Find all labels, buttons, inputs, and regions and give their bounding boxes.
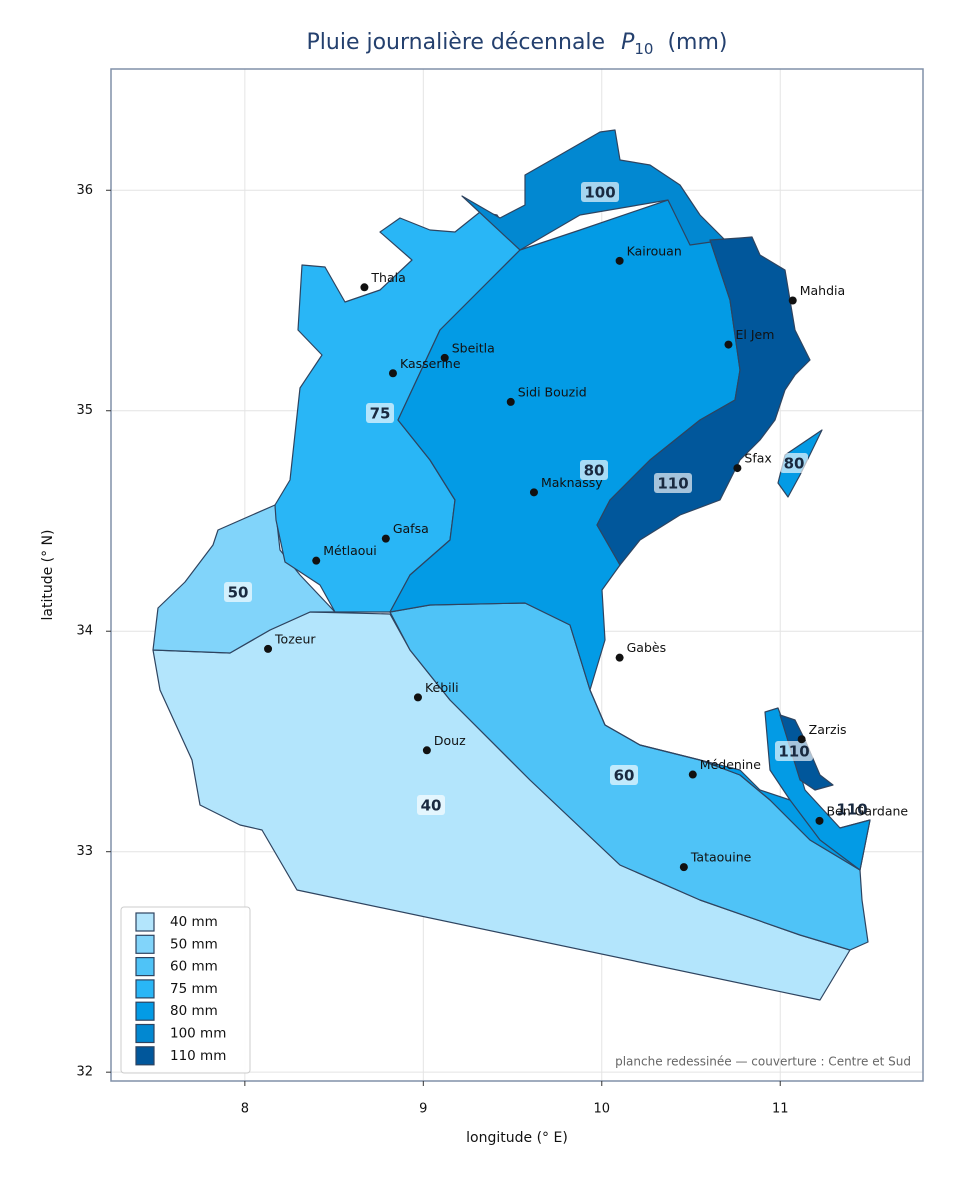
y-tick-label: 34 <box>76 624 93 639</box>
city-label: Sidi Bouzid <box>518 384 587 399</box>
legend-swatch <box>135 912 155 932</box>
y-tick-label: 33 <box>76 844 93 859</box>
title: Pluie journalière décennale P10 (mm) <box>307 30 728 58</box>
zone-label: 80 <box>584 462 605 480</box>
city-label: Ben Gardane <box>826 803 908 818</box>
x-axis-label: longitude (° E) <box>466 1130 568 1146</box>
frame <box>110 68 924 1082</box>
city-label: Kasserine <box>400 356 461 371</box>
zone-label-bg <box>580 460 608 480</box>
city-label: Douz <box>434 733 466 748</box>
zone-label: 110 <box>778 743 809 761</box>
axes: 8 9 10 11 32 33 34 35 36 <box>76 183 788 1117</box>
city-marker <box>422 746 431 755</box>
y-tick-label: 36 <box>76 183 93 198</box>
city-marker <box>724 340 733 349</box>
city-label: Tataouine <box>690 850 752 865</box>
city-label: Médenine <box>700 757 761 772</box>
city-marker <box>381 534 390 543</box>
x-tick-label: 10 <box>593 1102 610 1117</box>
zone-label: 110 <box>657 475 688 493</box>
zone-label: 110 <box>836 801 867 819</box>
x-tick-label: 9 <box>419 1102 427 1117</box>
city-marker <box>440 353 449 362</box>
y-tick-label: 32 <box>76 1065 93 1080</box>
zone-label: 60 <box>614 767 635 785</box>
zone-label-bg <box>775 741 813 761</box>
zone-labels: 100 75 80 110 80 50 60 40 110 110 <box>224 182 871 819</box>
city-label: Mahdia <box>800 283 845 298</box>
city-marker <box>733 464 742 473</box>
city-marker <box>615 653 624 662</box>
legend-label: 75 mm <box>170 981 218 997</box>
city-label: Zarzis <box>809 722 847 737</box>
x-tick-label: 8 <box>241 1102 249 1117</box>
city-marker <box>688 770 697 779</box>
city-marker <box>679 863 688 872</box>
city-marker <box>788 296 797 305</box>
legend-label: 80 mm <box>170 1003 218 1019</box>
zone-label: 40 <box>421 797 442 815</box>
legend-label: 40 mm <box>170 914 218 930</box>
city-label: Gafsa <box>393 521 429 536</box>
city-marker <box>797 735 806 744</box>
zone-label-bg <box>417 795 445 815</box>
x-tick-label: 11 <box>772 1102 789 1117</box>
zone-label-bg <box>581 182 619 202</box>
city-label: Thala <box>370 270 405 285</box>
city-marker <box>312 556 321 565</box>
y-axis-label: latitude (° N) <box>40 529 56 620</box>
city-label: Sfax <box>744 451 771 466</box>
city-label: Métlaoui <box>323 543 377 558</box>
city-marker <box>529 488 538 497</box>
zone-label-bg <box>780 453 808 473</box>
zone-label-bg <box>224 582 252 602</box>
zone-50 <box>152 504 336 654</box>
city-label: El Jem <box>735 327 774 342</box>
city-marker <box>506 397 515 406</box>
zone-label: 100 <box>584 184 615 202</box>
city-label: Maknassy <box>541 475 603 490</box>
city-marker <box>615 256 624 265</box>
city-label: Kébili <box>425 680 459 695</box>
legend: 40 mm 50 mm 60 mm 75 mm 80 mm 100 mm 110 mm <box>135 912 226 1066</box>
zone-label-bg <box>654 473 692 493</box>
zone-label-bg <box>366 403 394 423</box>
city-label: Tozeur <box>274 631 316 646</box>
legend-label: 50 mm <box>170 936 218 952</box>
city-marker <box>360 283 369 292</box>
city-label: Kairouan <box>627 243 682 258</box>
zone-110-sahel <box>596 236 811 566</box>
city-marker <box>388 369 397 378</box>
legend-label: 110 mm <box>170 1048 226 1064</box>
legend-swatch <box>135 956 155 977</box>
legend-swatch <box>135 1001 155 1021</box>
zone-label: 80 <box>784 455 805 473</box>
city-label: Gabès <box>627 640 666 655</box>
city-label: Sbeitla <box>452 340 495 355</box>
legend-label: 100 mm <box>170 1026 226 1042</box>
legend-swatch <box>135 1046 155 1066</box>
zone-label: 75 <box>370 405 391 423</box>
legend-label: 60 mm <box>170 959 218 975</box>
zone-label-bg <box>610 765 638 785</box>
footnote: planche redessinée — couverture : Centre… <box>615 1055 911 1069</box>
y-tick-label: 35 <box>76 403 93 418</box>
zone-label-bg <box>833 799 871 819</box>
city-marker <box>815 816 824 825</box>
legend-swatch <box>135 979 155 999</box>
city-marker <box>264 644 273 653</box>
zone-label: 50 <box>228 584 249 602</box>
legend-swatch <box>135 934 155 954</box>
legend-swatch <box>135 1023 155 1044</box>
city-marker <box>413 693 422 702</box>
